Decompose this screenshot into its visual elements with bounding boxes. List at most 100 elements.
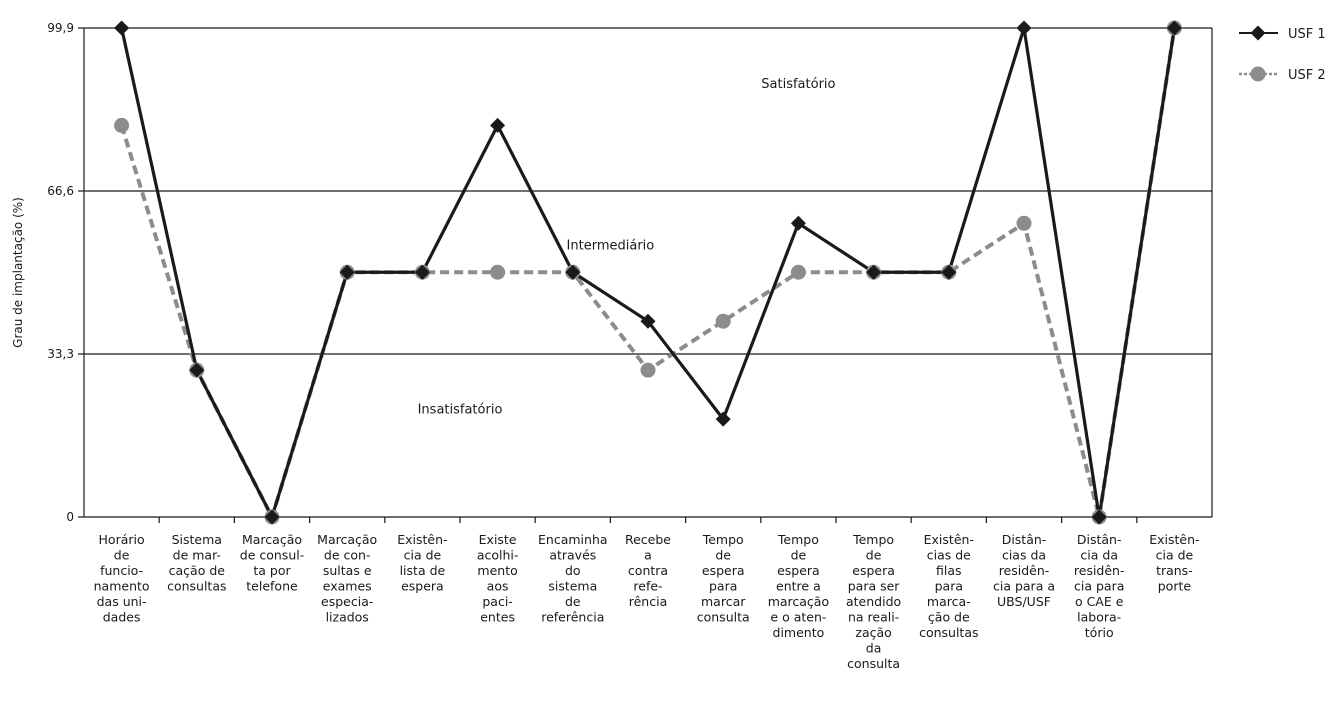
x-tick-label-line: através xyxy=(549,548,596,563)
x-tick-label-line: labora- xyxy=(1077,610,1121,625)
x-tick-label-line: residên- xyxy=(999,563,1050,578)
x-tick-label: Marcação de con-sultas e exames especia-liz… xyxy=(317,532,377,625)
x-tick-label-line: Marcação xyxy=(242,532,302,547)
x-tick-label-line: cia da xyxy=(1080,548,1118,563)
x-tick-label: Sistema de mar-cação de consultas xyxy=(167,532,226,594)
x-tick-label-line: exames xyxy=(323,579,372,594)
zone-label: Insatisfatório xyxy=(418,402,503,417)
x-tick-label-line: UBS/USF xyxy=(997,594,1051,609)
x-tick-label-line: cias da xyxy=(1002,548,1046,563)
legend-marker-usf-1 xyxy=(1250,25,1266,41)
y-tick-label: 33,3 xyxy=(47,347,74,361)
x-tick-label-line: de con- xyxy=(324,548,371,563)
data-point-usf-2 xyxy=(1016,215,1032,231)
series-layer xyxy=(114,20,1182,525)
x-tick-label-line: de xyxy=(565,594,581,609)
x-tick-label-line: consulta xyxy=(847,656,900,671)
x-tick-label-line: sultas e xyxy=(323,563,372,578)
data-point-usf-1 xyxy=(414,264,430,280)
labels-layer: 0 33,3 66,6 99,9 Grau de implantação (%) Sati… xyxy=(11,21,1200,671)
x-tick-label-line: namento xyxy=(94,579,150,594)
data-point-usf-2 xyxy=(114,117,130,133)
x-tick-label-line: Existên- xyxy=(397,532,447,547)
x-tick-label-line: cia de xyxy=(1156,548,1194,563)
y-tick-label: 99,9 xyxy=(47,21,74,35)
x-tick-label-line: contra xyxy=(628,563,668,578)
x-tick-label-line: de consul- xyxy=(240,548,304,563)
data-point-usf-2 xyxy=(715,313,731,329)
x-tick-label-line: refe- xyxy=(633,579,662,594)
x-tick-label: Tempo de espera entre a marcação e o aten-dim… xyxy=(768,532,829,640)
data-point-usf-1 xyxy=(1091,509,1107,525)
x-tick-label-line: a xyxy=(644,548,652,563)
x-tick-label-line: mento xyxy=(477,563,517,578)
x-tick-label-line: Encaminha xyxy=(538,532,608,547)
x-tick-label-line: para ser xyxy=(848,579,901,594)
data-point-usf-1 xyxy=(565,264,581,280)
x-tick-label-line: para xyxy=(935,579,963,594)
x-tick-label-line: de mar- xyxy=(173,548,221,563)
x-tick-label-line: filas xyxy=(936,563,962,578)
x-tick-label-line: o CAE e xyxy=(1075,594,1124,609)
x-tick-label: Distân-cia da residên-cia para o CAE e labo… xyxy=(1074,532,1125,640)
series-line-usf-1 xyxy=(120,26,1176,519)
x-tick-label-line: de xyxy=(866,548,882,563)
x-tick-label: Marcação de consul-ta por telefone xyxy=(240,532,304,594)
x-tick-label-line: ção de xyxy=(928,610,970,625)
x-tick-label-line: Sistema xyxy=(172,532,222,547)
x-tick-label: Tempo de espera para ser atendido na reali-za… xyxy=(846,532,901,671)
x-tick-label-line: do xyxy=(565,563,581,578)
x-tick-label-line: de xyxy=(715,548,731,563)
x-tick-label-line: aos xyxy=(487,579,509,594)
x-tick-label-line: Marcação xyxy=(317,532,377,547)
data-point-usf-1 xyxy=(640,313,656,329)
x-tick-label-line: Recebe xyxy=(625,532,671,547)
x-tick-label-line: marcar xyxy=(701,594,746,609)
x-tick-label-line: ta por xyxy=(253,563,291,578)
legend-marker-usf-2 xyxy=(1250,66,1266,82)
x-tick-label-line: lista de xyxy=(400,563,446,578)
x-tick-label-line: Distân- xyxy=(1002,532,1047,547)
x-tick-label-line: atendido xyxy=(846,594,901,609)
legend-label-usf-2: USF 2 xyxy=(1288,68,1326,83)
data-point-usf-1 xyxy=(114,20,130,36)
data-point-usf-2 xyxy=(790,264,806,280)
data-point-usf-1 xyxy=(790,215,806,231)
x-tick-label-line: cação de xyxy=(169,563,226,578)
x-tick-label: Existên-cias de filas para marca-ção de cons… xyxy=(919,532,978,640)
y-tick-label: 66,6 xyxy=(47,184,74,198)
x-tick-label-line: Existe xyxy=(479,532,517,547)
x-tick-label-line: e o aten- xyxy=(770,610,826,625)
x-tick-label-line: para xyxy=(709,579,737,594)
x-tick-label-line: de xyxy=(114,548,130,563)
data-point-usf-2 xyxy=(490,264,506,280)
x-tick-label-line: telefone xyxy=(246,579,298,594)
axes xyxy=(78,27,1213,523)
x-tick-label-line: da xyxy=(866,641,882,656)
x-tick-label-line: cia para xyxy=(1074,579,1124,594)
x-tick-label-line: Distân- xyxy=(1077,532,1122,547)
x-tick-label-line: consulta xyxy=(697,610,750,625)
x-tick-label-line: Tempo xyxy=(702,532,744,547)
zone-label: Intermediário xyxy=(567,238,655,253)
x-tick-label: Distân-cias da residên-cia para a UBS/USF xyxy=(993,532,1055,609)
legend-label-usf-1: USF 1 xyxy=(1288,27,1326,42)
x-tick-label-line: rência xyxy=(629,594,667,609)
x-tick-label-line: Tempo xyxy=(852,532,894,547)
x-tick-label-line: referência xyxy=(541,610,604,625)
x-tick-label: Horário de funcio-namento das uni-dades xyxy=(94,532,150,625)
zone-label: Satisfatório xyxy=(761,77,835,92)
x-tick-label-line: especia- xyxy=(321,594,373,609)
x-tick-label-line: funcio- xyxy=(100,563,143,578)
x-tick-label-line: dimento xyxy=(773,625,825,640)
x-tick-label-line: cias de xyxy=(927,548,971,563)
data-point-usf-1 xyxy=(339,264,355,280)
x-tick-label-line: marcação xyxy=(768,594,829,609)
x-tick-label: Tempo de espera para marcar consulta xyxy=(697,532,750,625)
x-tick-label-line: tório xyxy=(1085,625,1114,640)
x-tick-label-line: zação xyxy=(855,625,891,640)
x-tick-label-line: espera xyxy=(852,563,895,578)
data-point-usf-1 xyxy=(715,411,731,427)
x-tick-label-line: porte xyxy=(1158,579,1192,594)
data-point-usf-1 xyxy=(490,117,506,133)
